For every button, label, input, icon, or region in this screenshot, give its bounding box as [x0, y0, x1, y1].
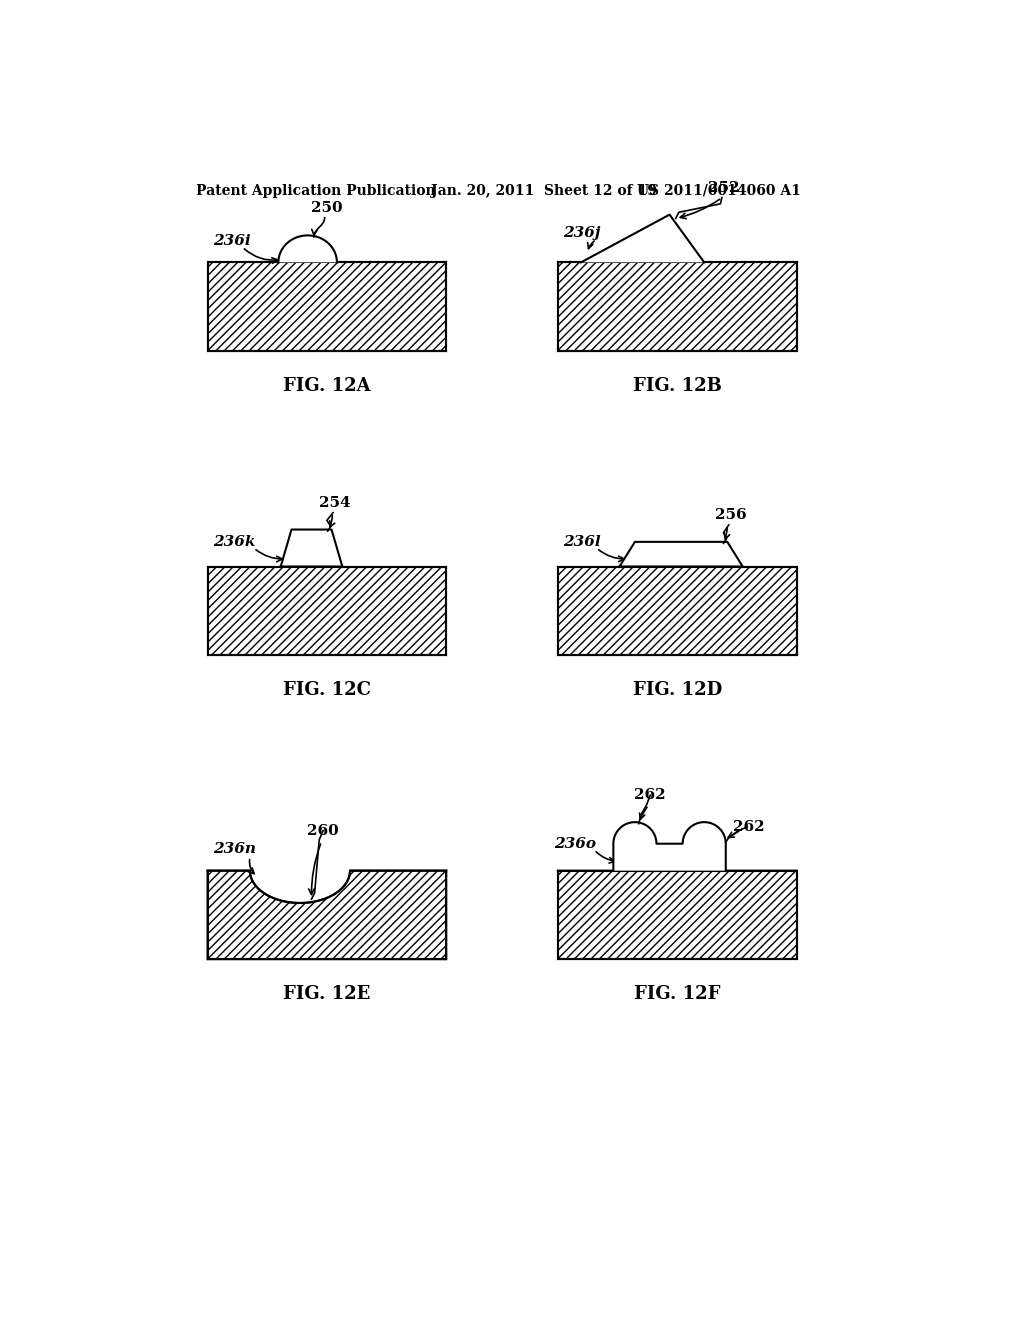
Text: 262: 262: [635, 788, 667, 803]
Text: Patent Application Publication: Patent Application Publication: [196, 183, 435, 198]
Text: 250: 250: [311, 202, 343, 215]
Text: 260: 260: [307, 824, 339, 838]
Text: FIG. 12E: FIG. 12E: [284, 985, 371, 1003]
Text: US 2011/0014060 A1: US 2011/0014060 A1: [637, 183, 801, 198]
Text: 236l: 236l: [563, 535, 601, 549]
Polygon shape: [558, 566, 797, 655]
Text: 262: 262: [733, 820, 765, 834]
Text: FIG. 12A: FIG. 12A: [283, 376, 371, 395]
Polygon shape: [208, 263, 446, 351]
Text: Jan. 20, 2011  Sheet 12 of 19: Jan. 20, 2011 Sheet 12 of 19: [431, 183, 656, 198]
Text: FIG. 12C: FIG. 12C: [283, 681, 371, 698]
Polygon shape: [208, 566, 446, 655]
Text: 252: 252: [708, 181, 739, 194]
Text: FIG. 12F: FIG. 12F: [634, 985, 721, 1003]
Text: 236o: 236o: [554, 837, 596, 850]
Text: FIG. 12B: FIG. 12B: [633, 376, 722, 395]
Polygon shape: [558, 263, 797, 351]
Polygon shape: [558, 871, 797, 960]
Text: FIG. 12D: FIG. 12D: [633, 681, 722, 698]
Polygon shape: [558, 822, 797, 871]
Polygon shape: [581, 215, 705, 263]
Polygon shape: [208, 871, 446, 960]
Polygon shape: [620, 543, 742, 566]
Text: 236j: 236j: [563, 226, 601, 240]
Text: 256: 256: [716, 508, 746, 521]
Polygon shape: [281, 529, 342, 566]
Text: 236i: 236i: [213, 234, 251, 248]
Text: 254: 254: [318, 495, 350, 510]
Text: 236n: 236n: [213, 842, 256, 857]
Text: 236k: 236k: [213, 535, 255, 549]
Polygon shape: [279, 235, 337, 263]
